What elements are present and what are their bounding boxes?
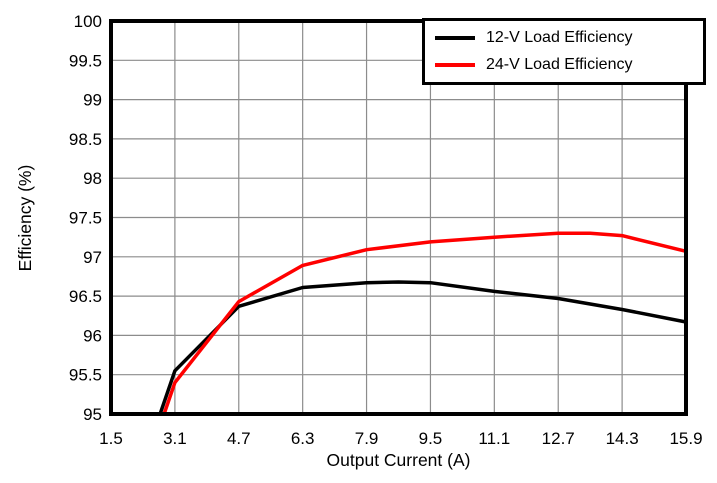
legend-item-24v: 24-V Load Efficiency	[435, 53, 703, 77]
y-tick-label: 96	[83, 326, 102, 345]
y-tick-label: 99	[83, 91, 102, 110]
x-tick-label: 1.5	[99, 429, 123, 448]
x-tick-label: 15.9	[669, 429, 702, 448]
legend-item-12v: 12-V Load Efficiency	[435, 26, 703, 50]
y-tick-label: 98.5	[69, 130, 102, 149]
y-tick-label: 97.5	[69, 209, 102, 228]
y-tick-label: 99.5	[69, 51, 102, 70]
legend-label-12v: 12-V Load Efficiency	[486, 29, 633, 46]
legend-label-24v: 24-V Load Efficiency	[486, 56, 633, 73]
y-tick-label: 97	[83, 248, 102, 267]
x-tick-label: 9.5	[419, 429, 443, 448]
x-tick-label: 7.9	[355, 429, 379, 448]
x-axis-title: Output Current (A)	[326, 450, 471, 470]
series-swatch-12v-line	[435, 36, 475, 40]
y-tick-label: 95	[83, 405, 102, 424]
legend: 12-V Load Efficiency 24-V Load Efficienc…	[422, 18, 706, 85]
x-tick-label: 12.7	[542, 429, 575, 448]
x-tick-label: 6.3	[291, 429, 315, 448]
y-tick-label: 100	[74, 12, 102, 31]
x-tick-label: 14.3	[606, 429, 639, 448]
y-tick-label: 95.5	[69, 366, 102, 385]
y-axis-title: Efficiency (%)	[15, 164, 35, 272]
x-tick-label: 3.1	[163, 429, 187, 448]
series-swatch-24v-line	[435, 63, 475, 67]
plot-frame	[109, 19, 688, 416]
x-tick-label: 11.1	[478, 429, 510, 448]
y-tick-label: 98	[83, 169, 102, 188]
y-tick-label: 96.5	[69, 287, 102, 306]
series-line-24v	[162, 231, 687, 415]
x-tick-label: 4.7	[227, 429, 251, 448]
